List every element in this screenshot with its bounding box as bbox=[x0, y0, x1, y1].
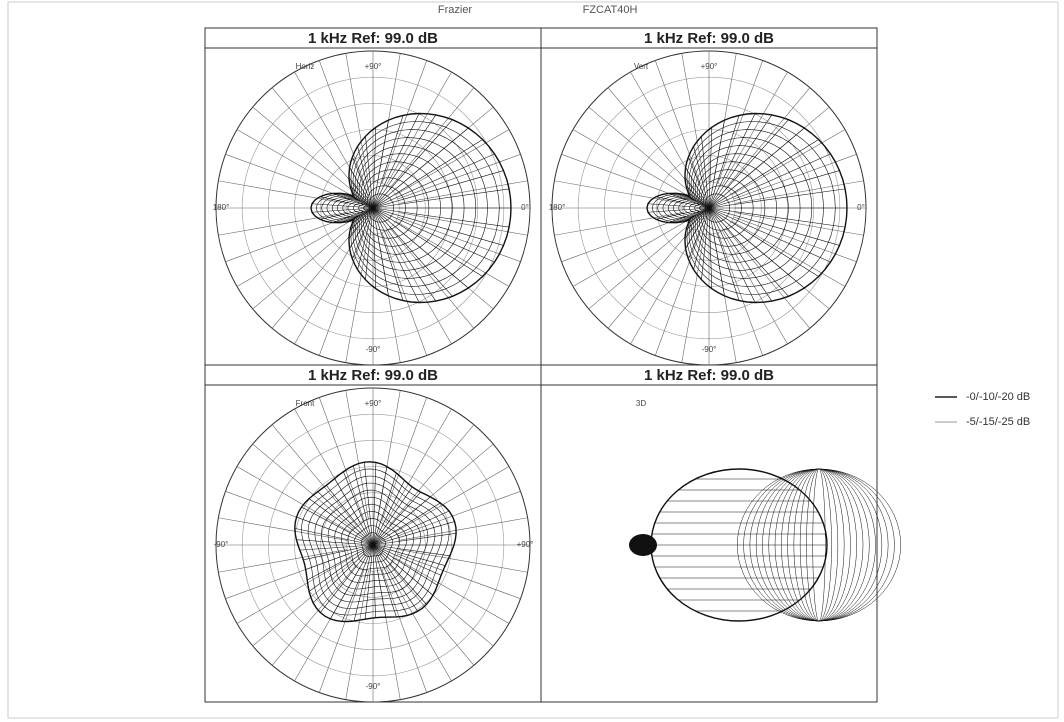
polar-spoke bbox=[390, 425, 474, 525]
polar-spoke bbox=[655, 233, 700, 356]
balloon-meridian bbox=[709, 120, 788, 208]
polar-spoke bbox=[225, 154, 348, 199]
panel: 1 kHz Ref: 99.0 dBHoriz+90°-90°180°0° bbox=[205, 28, 541, 365]
legend: -0/-10/-20 dB -5/-15/-25 dB bbox=[935, 391, 1030, 428]
polar-spoke bbox=[398, 154, 521, 199]
polar-spoke bbox=[272, 425, 356, 525]
panel: 1 kHz Ref: 99.0 dBFront+90°-90°-90°+90° bbox=[205, 365, 541, 702]
polar-spoke bbox=[554, 181, 683, 204]
polar-spoke bbox=[398, 217, 521, 262]
polar-spoke bbox=[225, 217, 348, 262]
polar-spoke bbox=[561, 154, 684, 199]
polar-spoke bbox=[253, 225, 353, 309]
polar-spoke bbox=[734, 154, 857, 199]
angle-label: -90° bbox=[702, 345, 717, 354]
angle-label: 180° bbox=[213, 203, 230, 212]
polar-spoke bbox=[399, 518, 528, 541]
model: FZCAT40H bbox=[583, 4, 638, 16]
angle-label: -90° bbox=[366, 345, 381, 354]
balloon-meridian bbox=[326, 485, 373, 545]
angle-label: +90° bbox=[365, 62, 382, 71]
polar-spoke bbox=[608, 228, 692, 328]
panel-title: 1 kHz Ref: 99.0 dB bbox=[308, 367, 438, 384]
view-label: 3D bbox=[636, 399, 646, 408]
polar-spoke bbox=[561, 217, 684, 262]
balloon-meridian bbox=[709, 208, 788, 296]
balloon-meridian bbox=[373, 545, 445, 566]
polar-spoke bbox=[253, 107, 353, 191]
polar-spoke bbox=[589, 225, 689, 309]
polar-spoke bbox=[319, 570, 364, 693]
angle-label: 0° bbox=[521, 203, 529, 212]
angle-label: 0° bbox=[857, 203, 865, 212]
angle-label: 180° bbox=[549, 203, 566, 212]
polar-spoke bbox=[319, 233, 364, 356]
page-frame bbox=[8, 2, 1058, 718]
maker: Frazier bbox=[438, 4, 473, 16]
polar-spoke bbox=[398, 554, 521, 599]
panel-title: 1 kHz Ref: 99.0 dB bbox=[644, 367, 774, 384]
legend-label: -0/-10/-20 dB bbox=[966, 391, 1030, 403]
polar-spoke bbox=[399, 550, 528, 573]
polar-spoke bbox=[608, 88, 692, 188]
polar-spoke bbox=[218, 213, 347, 236]
panel: 1 kHz Ref: 99.0 dBVert+90°-90°180°0° bbox=[541, 28, 877, 365]
balloon-meridian bbox=[373, 208, 452, 296]
balloon-meridian bbox=[373, 545, 426, 604]
panel-title: 1 kHz Ref: 99.0 dB bbox=[308, 30, 438, 47]
polar-spoke bbox=[382, 397, 427, 520]
angle-label: -90° bbox=[366, 682, 381, 691]
balloon-meridian bbox=[373, 208, 504, 245]
polar-spoke bbox=[272, 88, 356, 188]
polar-spoke bbox=[655, 60, 700, 183]
balloon-meridian bbox=[709, 171, 840, 208]
balloon-meridian bbox=[373, 545, 396, 617]
page: Frazier FZCAT40H 1 kHz Ref: 99.0 dBHoriz… bbox=[0, 0, 1064, 722]
polar-spoke bbox=[272, 565, 356, 665]
polar-spoke bbox=[554, 213, 683, 236]
polar-spoke bbox=[398, 491, 521, 536]
polar-spoke bbox=[218, 181, 347, 204]
polar-spoke bbox=[382, 570, 427, 693]
angle-label: +90° bbox=[517, 540, 534, 549]
angle-label: +90° bbox=[701, 62, 718, 71]
polar-spoke bbox=[734, 217, 857, 262]
polar-spoke bbox=[589, 107, 689, 191]
legend-label: -5/-15/-25 dB bbox=[966, 416, 1030, 428]
angle-label: -90° bbox=[214, 540, 229, 549]
polar-spoke bbox=[253, 562, 353, 646]
balloon-meridian bbox=[373, 120, 452, 208]
panel-title: 1 kHz Ref: 99.0 dB bbox=[644, 30, 774, 47]
balloon-meridian bbox=[320, 545, 373, 613]
balloon-tail bbox=[629, 534, 657, 556]
polar-spoke bbox=[346, 571, 369, 700]
balloon-meridian bbox=[709, 208, 840, 245]
balloon-meridian bbox=[373, 171, 504, 208]
polar-spoke bbox=[272, 228, 356, 328]
angle-label: +90° bbox=[365, 399, 382, 408]
polar-spoke bbox=[253, 444, 353, 528]
polar-spoke bbox=[319, 60, 364, 183]
panel: 1 kHz Ref: 99.0 dB 3D bbox=[541, 365, 901, 702]
